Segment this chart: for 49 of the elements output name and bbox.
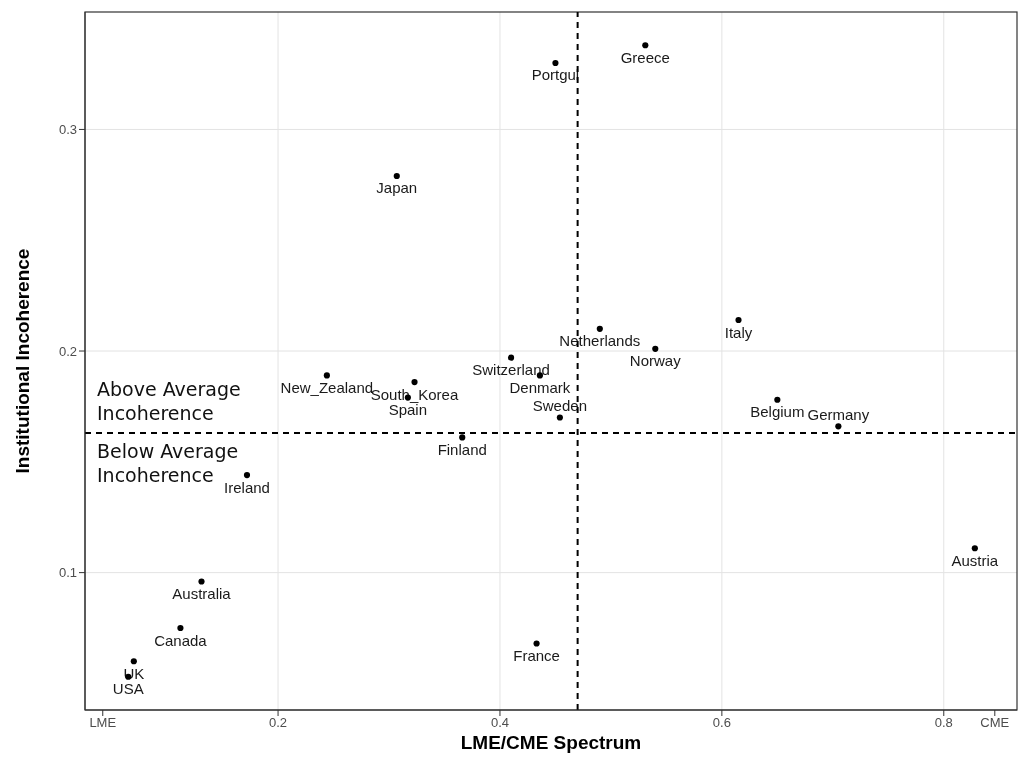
annotation: Portgul — [531, 66, 580, 84]
annotation: Switzerland — [472, 361, 550, 379]
annotation: Greece — [620, 48, 670, 66]
point — [774, 396, 781, 403]
point — [556, 414, 563, 421]
point — [507, 354, 515, 361]
point — [552, 59, 559, 67]
point — [735, 316, 742, 324]
x-tick-label: 0.4 — [490, 715, 509, 731]
annotation: Japan — [376, 179, 418, 197]
annotation: Italy — [724, 323, 753, 341]
x-tick-label: 0.8 — [934, 715, 953, 731]
annotation: Finland — [437, 440, 487, 458]
point — [459, 434, 466, 441]
x-axis-title: LME/CME Spectrum — [460, 732, 642, 753]
y-tick-label: 0.3 — [58, 122, 77, 138]
point — [130, 658, 137, 665]
annotation: Spain — [388, 401, 428, 419]
point — [533, 640, 540, 647]
annotation: Austria — [951, 551, 999, 569]
y-tick-label: 0.1 — [58, 565, 77, 581]
y-tick-label: 0.2 — [58, 343, 77, 359]
y-axis-title: Institutional Incoherence — [11, 248, 33, 474]
point — [177, 624, 184, 632]
annotation: Sweden — [532, 397, 587, 414]
point — [835, 423, 842, 430]
annotation: USA — [112, 680, 144, 698]
annotation: France — [513, 647, 560, 665]
annotation: Norway — [629, 352, 682, 370]
point — [393, 172, 400, 180]
point — [198, 578, 205, 585]
annotation: Netherlands — [559, 332, 641, 350]
annotation: Belgium — [750, 403, 805, 421]
annotation: Canada — [154, 631, 208, 649]
x-tick-label: 0.6 — [712, 715, 731, 731]
annotation: Germany — [807, 405, 870, 423]
point — [411, 378, 418, 386]
x-tick-label: 0.2 — [269, 715, 288, 731]
point — [323, 372, 330, 379]
annotation: Above Average Incoherence — [97, 377, 242, 426]
annotation: Australia — [172, 584, 232, 602]
point — [971, 545, 978, 552]
point — [642, 42, 649, 49]
annotation: Denmark — [509, 378, 571, 396]
x-tick-label: CME — [980, 715, 1010, 731]
point — [652, 345, 659, 352]
x-tick-label: LME — [89, 715, 117, 731]
point — [243, 472, 251, 479]
point — [596, 325, 603, 332]
